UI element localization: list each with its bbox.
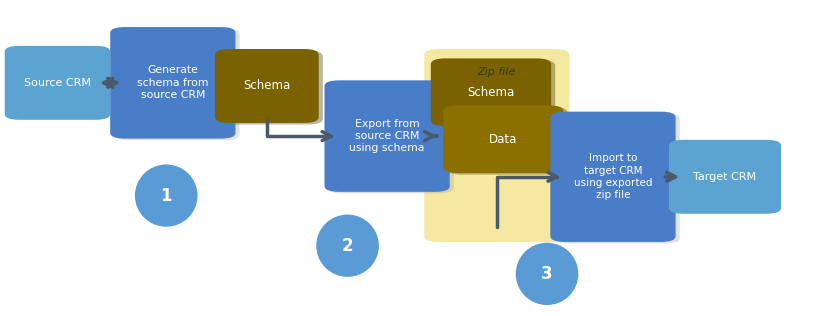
- Text: 1: 1: [160, 186, 172, 204]
- FancyBboxPatch shape: [219, 51, 323, 125]
- Text: Import to
target CRM
using exported
zip file: Import to target CRM using exported zip …: [574, 153, 653, 200]
- Ellipse shape: [316, 215, 379, 277]
- Text: Source CRM: Source CRM: [24, 78, 91, 88]
- FancyBboxPatch shape: [424, 49, 569, 242]
- Text: Target CRM: Target CRM: [694, 172, 757, 182]
- FancyBboxPatch shape: [215, 49, 318, 123]
- FancyBboxPatch shape: [669, 140, 782, 214]
- Text: 2: 2: [342, 237, 353, 255]
- FancyBboxPatch shape: [443, 105, 563, 173]
- Text: Zip file: Zip file: [477, 67, 516, 77]
- FancyBboxPatch shape: [328, 82, 454, 193]
- FancyBboxPatch shape: [110, 27, 236, 139]
- FancyBboxPatch shape: [550, 112, 676, 242]
- FancyBboxPatch shape: [554, 113, 680, 244]
- FancyBboxPatch shape: [114, 29, 240, 140]
- Ellipse shape: [516, 243, 578, 305]
- Text: Generate
schema from
source CRM: Generate schema from source CRM: [137, 65, 208, 100]
- Text: Export from
source CRM
using schema: Export from source CRM using schema: [350, 119, 425, 154]
- Text: Schema: Schema: [243, 79, 290, 93]
- Ellipse shape: [135, 164, 198, 227]
- Text: Data: Data: [489, 133, 518, 146]
- FancyBboxPatch shape: [324, 80, 450, 192]
- FancyBboxPatch shape: [447, 107, 567, 175]
- Text: 3: 3: [541, 265, 552, 283]
- FancyBboxPatch shape: [435, 60, 555, 128]
- FancyBboxPatch shape: [431, 58, 551, 126]
- FancyBboxPatch shape: [5, 46, 110, 120]
- Text: Schema: Schema: [467, 86, 514, 99]
